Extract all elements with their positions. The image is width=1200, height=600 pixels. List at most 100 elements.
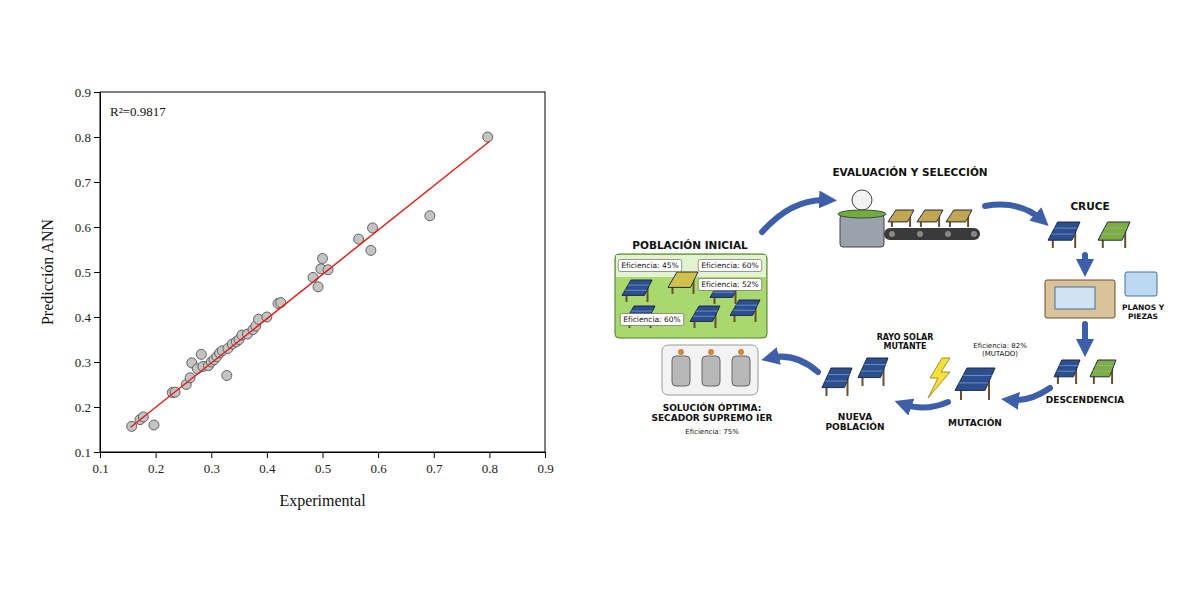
node-title: POBLACIÓN INICIAL	[632, 239, 748, 251]
x-tick-label: 0.6	[371, 461, 388, 476]
y-tick-mark	[94, 92, 100, 93]
solar-panel-icon-part	[1054, 228, 1077, 229]
solar-panel-icon-part	[822, 368, 852, 388]
r2-annotation: R²=0.9817	[110, 104, 166, 119]
label-patch	[620, 314, 683, 326]
x-tick: 0.1	[92, 452, 108, 476]
x-tick-label: 0.5	[315, 461, 331, 476]
solar-panel-icon-part	[946, 210, 972, 222]
y-tick-label: 0.6	[75, 220, 92, 235]
mutation: RAYO SOLARMUTANTEEficiencia: 82%(MUTADO)…	[877, 333, 1027, 428]
y-tick-label: 0.9	[75, 85, 91, 100]
y-tick: 0.3	[75, 355, 100, 370]
y-tick-mark	[94, 137, 100, 138]
solar-panel-icon-part	[888, 210, 914, 222]
x-tick-mark	[545, 452, 546, 458]
data-point	[318, 254, 328, 264]
solar-panel-icon-part	[949, 217, 968, 218]
solar-panel-icon-part	[1048, 222, 1080, 240]
label-line: MUTANTE	[883, 342, 926, 351]
x-tick-mark	[156, 452, 157, 458]
y-tick-label: 0.7	[75, 175, 92, 190]
solar-panel-icon	[1048, 222, 1080, 248]
x-tick: 0.9	[537, 452, 553, 476]
solar-panel-icon-part	[668, 272, 698, 287]
label-patch	[618, 260, 681, 272]
solar-panel-icon-part	[951, 213, 970, 214]
solar-panel-icon-part	[733, 310, 755, 311]
flow-arrow	[1010, 388, 1050, 400]
solar-panel-icon-part	[955, 368, 995, 390]
y-tick-label: 0.2	[75, 400, 91, 415]
solar-panel-icon-part	[1054, 360, 1080, 377]
x-tick: 0.6	[371, 452, 388, 476]
flow-arrow	[1082, 324, 1088, 348]
x-tick-label: 0.9	[537, 461, 553, 476]
solar-panel-icon-part	[1098, 222, 1130, 240]
solar-panel-icon-part	[1051, 234, 1074, 235]
data-point	[196, 349, 206, 359]
solar-panel-icon-part	[825, 381, 847, 382]
scale-plate	[838, 210, 886, 218]
x-tick-label: 0.1	[92, 461, 108, 476]
x-axis: 0.10.20.30.40.50.60.70.80.9	[92, 452, 553, 476]
x-tick: 0.3	[204, 452, 220, 476]
y-tick: 0.8	[75, 130, 100, 145]
label-line: Eficiencia: 82%	[973, 342, 1027, 350]
node-title: NUEVAPOBLACIÓN	[826, 412, 885, 432]
dryer-tray	[702, 356, 720, 386]
solar-panel-icon-part	[631, 311, 653, 312]
y-tick-label: 0.8	[75, 130, 91, 145]
solar-panel-icon	[946, 210, 972, 227]
solar-panel-icon-part	[922, 213, 941, 214]
node-title: DESCENDENCIA	[1046, 395, 1124, 405]
label-line: POBLACIÓN	[826, 421, 885, 432]
solar-panel-icon-part	[628, 285, 650, 286]
y-tick-label: 0.1	[75, 445, 91, 460]
node-note: PLANOS YPIEZAS	[1122, 303, 1165, 321]
efficiency-label: Eficiencia: 60%	[701, 261, 758, 270]
x-tick-label: 0.7	[426, 461, 443, 476]
solar-panel-icon-part	[917, 210, 943, 222]
blueprint-icon	[1125, 272, 1157, 296]
solar-panel-icon-part	[736, 305, 758, 306]
y-tick: 0.9	[75, 85, 100, 100]
solar-panel-icon	[1098, 222, 1130, 248]
label-line: EVALUACIÓN Y SELECCIÓN	[832, 166, 987, 178]
optimal-solution: SOLUCIÓN ÓPTIMA:SECADOR SUPREMO IEREfici…	[651, 345, 772, 436]
solar-panel-icon-part	[1093, 371, 1112, 372]
flow-arrow	[770, 357, 818, 372]
x-tick-mark	[489, 452, 490, 458]
x-tick-mark	[434, 452, 435, 458]
solar-panel-icon-part	[730, 300, 760, 315]
label-line: DESCENDENCIA	[1046, 395, 1124, 405]
efficiency-label: Eficiencia: 60%	[623, 315, 680, 324]
label-patch	[698, 279, 761, 291]
fit-line	[131, 142, 490, 428]
scale-body	[840, 215, 884, 247]
label-line: MUTACIÓN	[948, 417, 1002, 428]
dryer-tray	[672, 356, 690, 386]
new-population: NUEVAPOBLACIÓN	[822, 358, 888, 432]
flow-arrow	[1082, 255, 1088, 268]
label-line: CRUCE	[1070, 200, 1109, 212]
y-tick-mark	[94, 452, 100, 453]
initial-population: POBLACIÓN INICIALEficiencia: 45%Eficienc…	[615, 239, 767, 338]
solar-panel-icon	[822, 368, 852, 396]
solar-panel-icon-part	[625, 290, 647, 291]
solar-panel-icon-part	[693, 316, 715, 317]
node-note: RAYO SOLARMUTANTE	[877, 333, 934, 351]
x-tick: 0.5	[315, 452, 331, 476]
efficiency-label: Eficiencia: 75%	[685, 428, 739, 436]
roller	[971, 231, 977, 237]
y-tick: 0.1	[75, 445, 100, 460]
label-line: PIEZAS	[1128, 312, 1158, 321]
conveyor	[884, 228, 980, 240]
label-line: Eficiencia: 60%	[701, 261, 758, 270]
y-axis-line	[100, 93, 101, 453]
dryer-fan	[738, 349, 744, 355]
solar-panel-icon	[888, 210, 914, 227]
field	[615, 254, 767, 338]
label-line: Eficiencia: 75%	[685, 428, 739, 436]
solar-panel-icon-part	[861, 371, 883, 372]
